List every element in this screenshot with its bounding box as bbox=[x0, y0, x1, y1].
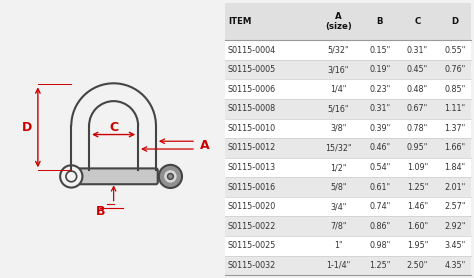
Text: 1-1/4": 1-1/4" bbox=[326, 261, 350, 270]
Text: 0.61": 0.61" bbox=[369, 183, 391, 192]
Text: 3/16": 3/16" bbox=[328, 65, 349, 74]
Circle shape bbox=[159, 165, 182, 188]
Text: 0.54": 0.54" bbox=[369, 163, 391, 172]
Text: 0.39": 0.39" bbox=[369, 124, 391, 133]
Text: 0.48": 0.48" bbox=[407, 85, 428, 94]
Text: 0.46": 0.46" bbox=[369, 143, 391, 152]
Bar bbox=[225, 99, 472, 119]
Text: 4.35": 4.35" bbox=[445, 261, 466, 270]
Text: 2.01": 2.01" bbox=[445, 183, 466, 192]
Circle shape bbox=[60, 165, 82, 188]
Text: S0115-0020: S0115-0020 bbox=[228, 202, 276, 211]
Text: S0115-0008: S0115-0008 bbox=[228, 104, 276, 113]
Text: 1.09": 1.09" bbox=[407, 163, 428, 172]
Bar bbox=[225, 217, 472, 236]
Bar bbox=[225, 158, 472, 177]
Text: A: A bbox=[200, 139, 210, 152]
Bar bbox=[225, 3, 472, 40]
Text: 1": 1" bbox=[334, 241, 343, 250]
Text: 1/4": 1/4" bbox=[330, 85, 346, 94]
Text: 2.57": 2.57" bbox=[445, 202, 466, 211]
Text: S0115-0013: S0115-0013 bbox=[228, 163, 276, 172]
Circle shape bbox=[167, 173, 173, 179]
Text: 0.85": 0.85" bbox=[445, 85, 466, 94]
Text: 1.60": 1.60" bbox=[407, 222, 428, 231]
Text: 1.46": 1.46" bbox=[407, 202, 428, 211]
Text: 3.45": 3.45" bbox=[445, 241, 466, 250]
FancyBboxPatch shape bbox=[70, 168, 158, 184]
Bar bbox=[225, 60, 472, 80]
Text: 0.15": 0.15" bbox=[369, 46, 391, 54]
Text: 0.76": 0.76" bbox=[445, 65, 466, 74]
Circle shape bbox=[164, 170, 177, 183]
Bar bbox=[225, 138, 472, 158]
Text: 3/8": 3/8" bbox=[330, 124, 346, 133]
Text: 5/32": 5/32" bbox=[328, 46, 349, 54]
Bar bbox=[225, 197, 472, 217]
Text: 1.11": 1.11" bbox=[445, 104, 466, 113]
Text: 1.84": 1.84" bbox=[445, 163, 466, 172]
Text: D: D bbox=[452, 17, 459, 26]
Text: 0.95": 0.95" bbox=[407, 143, 428, 152]
Text: S0115-0006: S0115-0006 bbox=[228, 85, 276, 94]
Bar bbox=[225, 80, 472, 99]
Text: 1.95": 1.95" bbox=[407, 241, 428, 250]
Text: 1.25": 1.25" bbox=[407, 183, 428, 192]
Bar bbox=[225, 256, 472, 275]
Text: 3/4": 3/4" bbox=[330, 202, 346, 211]
Text: 0.98": 0.98" bbox=[369, 241, 391, 250]
Text: 0.31": 0.31" bbox=[369, 104, 391, 113]
Text: 2.50": 2.50" bbox=[407, 261, 428, 270]
Text: 0.23": 0.23" bbox=[369, 85, 391, 94]
Text: D: D bbox=[22, 121, 32, 134]
Text: 0.45": 0.45" bbox=[407, 65, 428, 74]
Text: 15/32": 15/32" bbox=[325, 143, 352, 152]
Text: S0115-0010: S0115-0010 bbox=[228, 124, 276, 133]
Text: 1.37": 1.37" bbox=[445, 124, 466, 133]
Text: S0115-0012: S0115-0012 bbox=[228, 143, 276, 152]
Text: 5/16": 5/16" bbox=[328, 104, 349, 113]
Text: 0.86": 0.86" bbox=[369, 222, 391, 231]
Text: C: C bbox=[109, 121, 118, 134]
Text: C: C bbox=[414, 17, 420, 26]
Text: S0115-0004: S0115-0004 bbox=[228, 46, 276, 54]
Text: 0.67": 0.67" bbox=[407, 104, 428, 113]
Bar bbox=[225, 119, 472, 138]
Text: B: B bbox=[95, 205, 105, 218]
Text: S0115-0025: S0115-0025 bbox=[228, 241, 276, 250]
Text: 2.92": 2.92" bbox=[445, 222, 466, 231]
Text: S0115-0016: S0115-0016 bbox=[228, 183, 276, 192]
Text: B: B bbox=[376, 17, 383, 26]
Text: 5/8": 5/8" bbox=[330, 183, 346, 192]
Text: 7/8": 7/8" bbox=[330, 222, 346, 231]
Text: A
(size): A (size) bbox=[325, 12, 352, 31]
Text: 0.78": 0.78" bbox=[407, 124, 428, 133]
Bar bbox=[225, 177, 472, 197]
Text: 0.74": 0.74" bbox=[369, 202, 391, 211]
Text: 0.31": 0.31" bbox=[407, 46, 428, 54]
Text: S0115-0005: S0115-0005 bbox=[228, 65, 276, 74]
Text: 1.66": 1.66" bbox=[445, 143, 466, 152]
Bar bbox=[225, 40, 472, 60]
Bar bbox=[225, 236, 472, 256]
Text: S0115-0022: S0115-0022 bbox=[228, 222, 276, 231]
Text: 0.55": 0.55" bbox=[445, 46, 466, 54]
Circle shape bbox=[66, 171, 77, 182]
Text: S0115-0032: S0115-0032 bbox=[228, 261, 276, 270]
Text: ITEM: ITEM bbox=[228, 17, 251, 26]
Text: 1/2": 1/2" bbox=[330, 163, 346, 172]
Text: 1.25": 1.25" bbox=[369, 261, 391, 270]
Text: 0.19": 0.19" bbox=[369, 65, 391, 74]
